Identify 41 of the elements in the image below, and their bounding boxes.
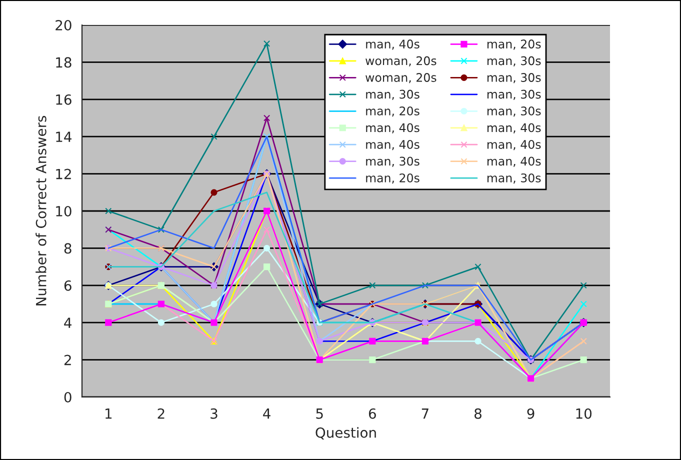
legend-label: man, 40s: [366, 123, 420, 134]
x-tick-label: 10: [576, 408, 592, 419]
x-tick-label: 6: [368, 408, 376, 419]
legend-label: man, 20s: [366, 106, 420, 117]
y-tick-label: 20: [56, 20, 72, 30]
legend-label: man, 40s: [366, 140, 420, 150]
x-axis-title: Question: [316, 427, 376, 440]
y-tick-label: 4: [64, 318, 72, 328]
x-tick-label: 3: [210, 408, 218, 419]
legend-label: woman, 20s: [366, 56, 436, 66]
legend-label: man, 30s: [487, 106, 541, 117]
legend-label: man, 20s: [487, 40, 541, 50]
y-tick-label: 8: [64, 243, 72, 254]
legend-label: man, 30s: [487, 90, 541, 100]
y-tick-label: 12: [56, 168, 71, 180]
legend-label: man, 30s: [487, 173, 541, 184]
y-tick-label: 2: [64, 354, 71, 366]
legend-label: man, 30s: [366, 90, 420, 100]
y-tick-label: 14: [56, 132, 72, 142]
x-tick-label: 8: [474, 408, 482, 419]
y-tick-label: 18: [56, 57, 72, 68]
y-tick-label: 16: [56, 94, 72, 105]
legend-label: man, 20s: [366, 173, 420, 184]
legend-label: man, 40s: [487, 140, 541, 150]
legend-label: man, 30s: [487, 73, 541, 84]
y-tick-label: 10: [56, 206, 72, 216]
x-tick-label: 5: [316, 408, 323, 419]
legend-label: woman, 20s: [366, 73, 436, 84]
legend-label: man, 40s: [487, 156, 541, 167]
legend-label: man, 30s: [487, 56, 541, 66]
y-tick-label: 6: [64, 280, 72, 291]
x-tick-label: 1: [106, 408, 112, 419]
x-tick-label: 9: [527, 408, 534, 419]
x-tick-label: 2: [158, 408, 164, 419]
x-tick-label: 4: [263, 408, 270, 419]
x-tick-label: 7: [422, 408, 428, 419]
legend-label: man, 30s: [366, 156, 420, 167]
legend-label: man, 40s: [366, 40, 420, 50]
y-tick-label: 0: [64, 392, 72, 402]
legend-label: man, 40s: [487, 123, 541, 134]
y-axis-title: Number of Correct Answers: [36, 116, 46, 306]
